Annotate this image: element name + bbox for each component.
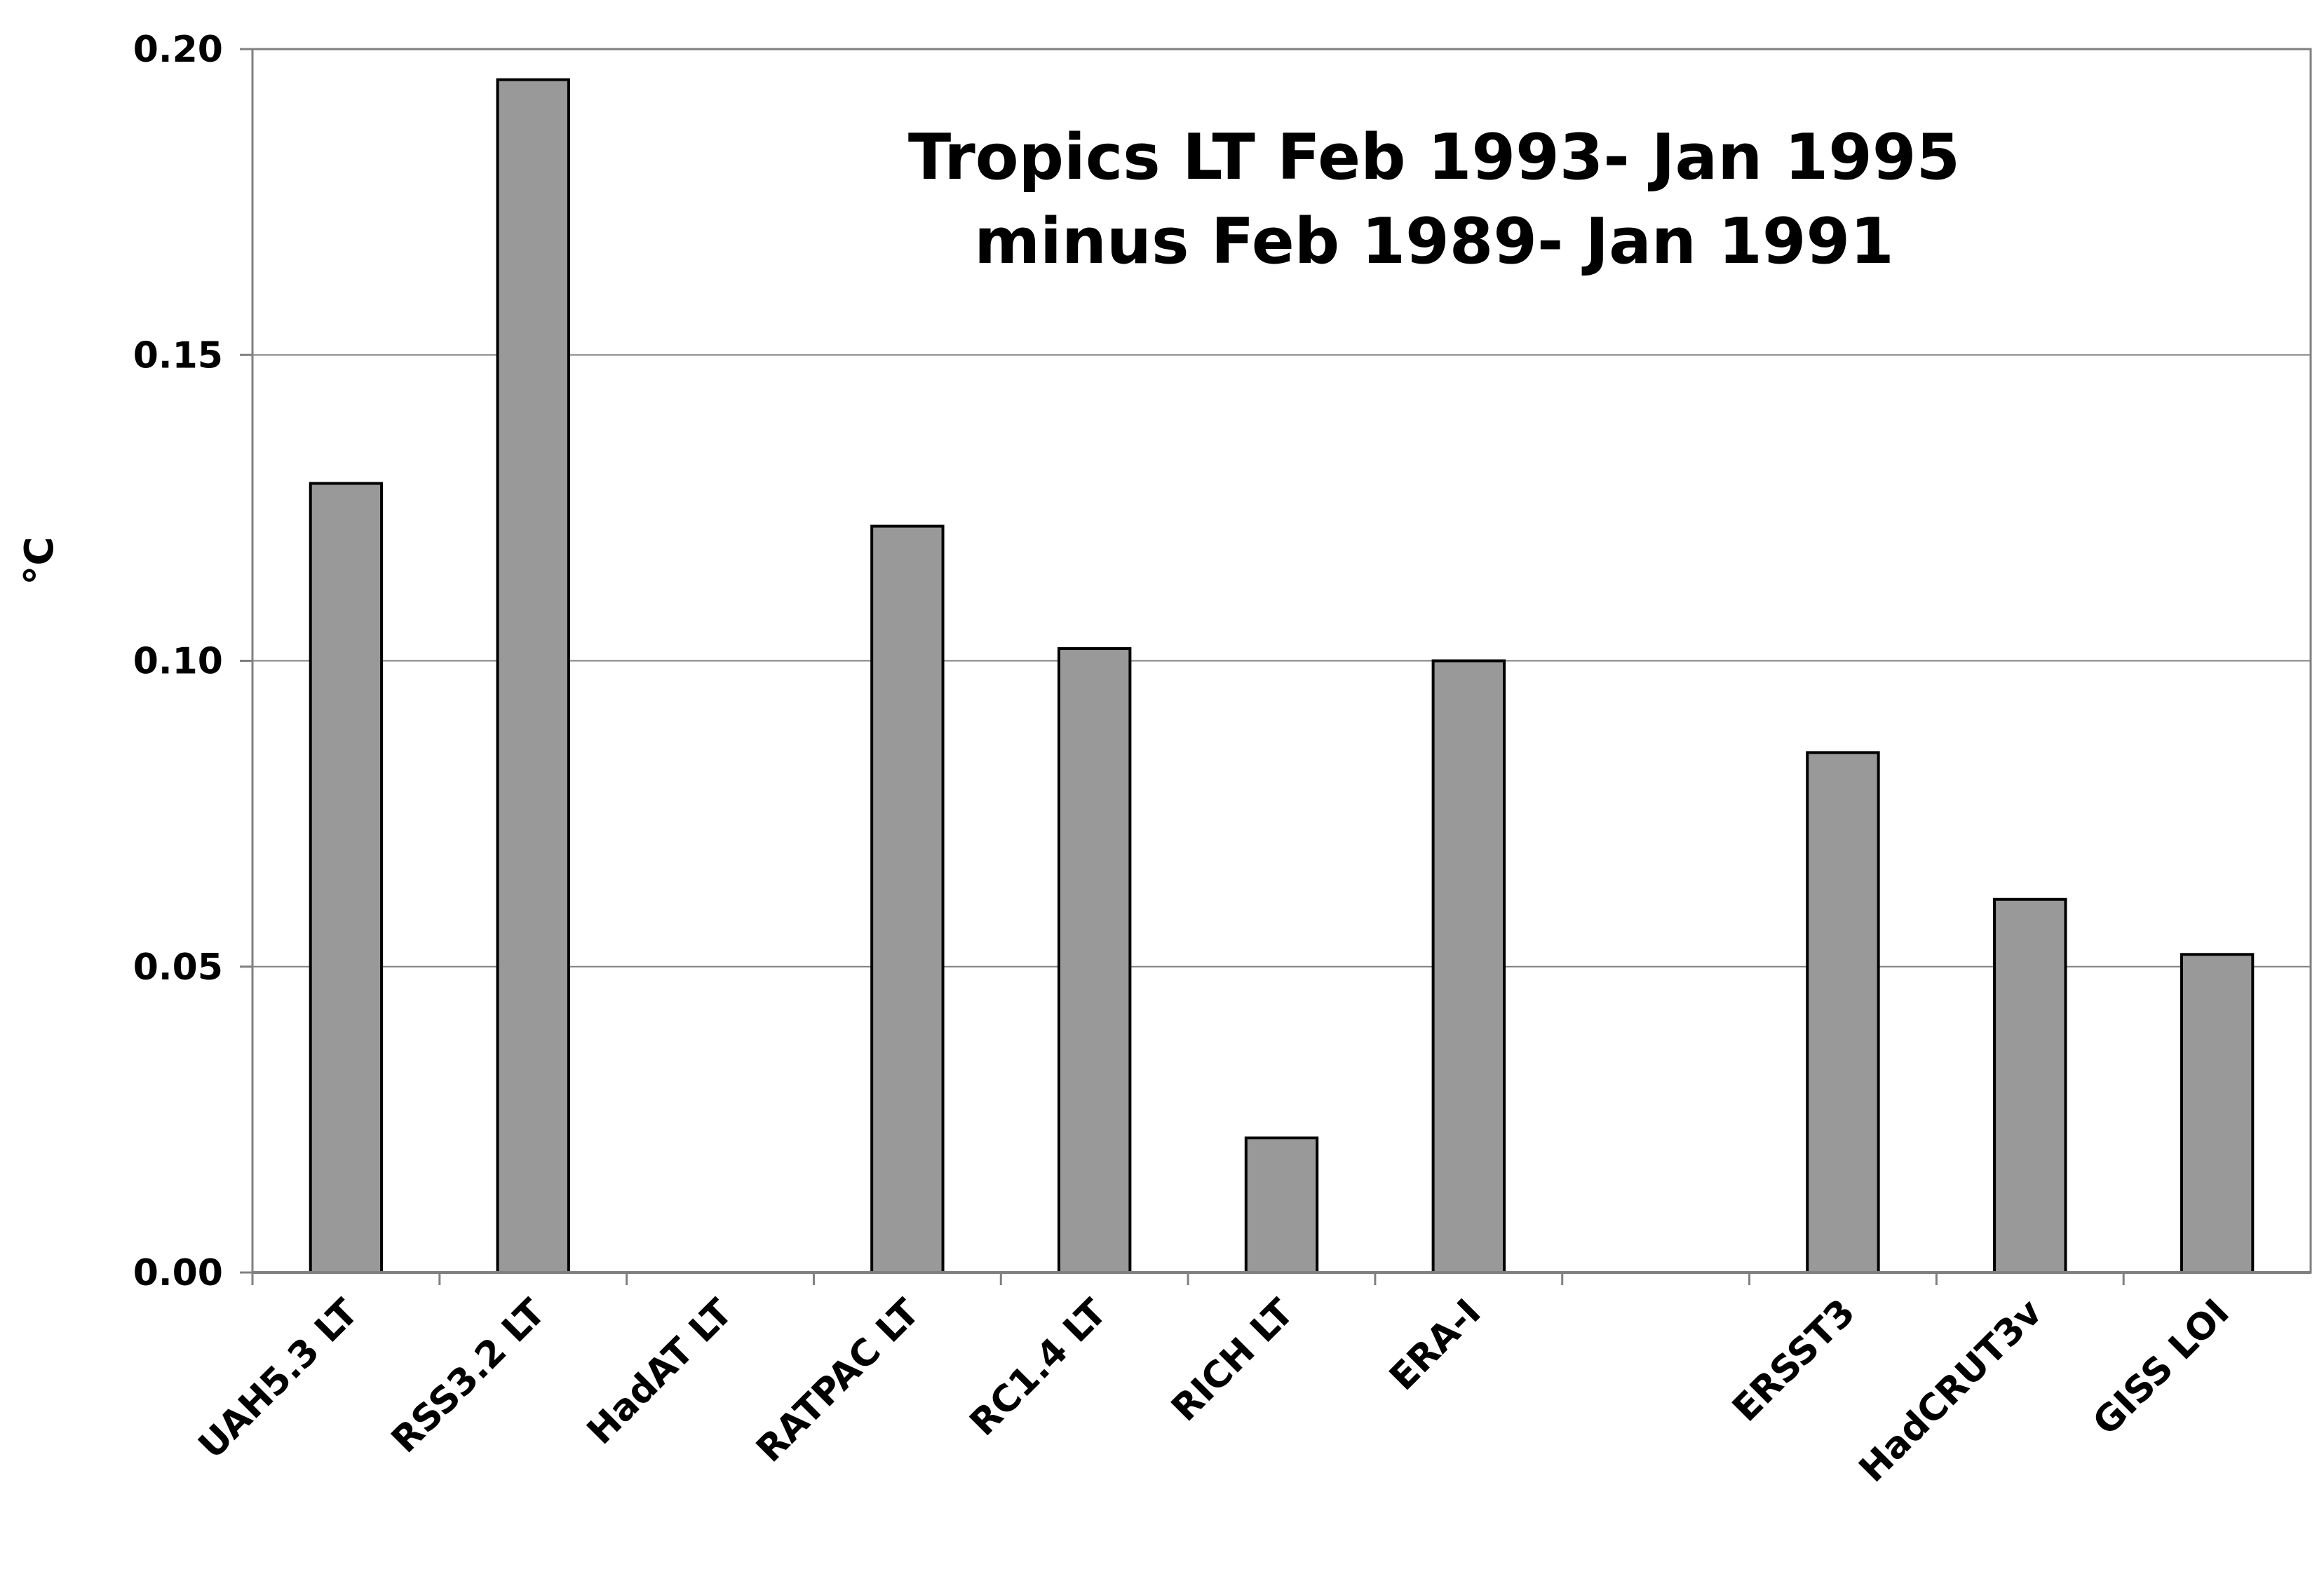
bar [2180,953,2255,1275]
bar [1993,897,2067,1274]
x-tick-label: RICH LT [1163,1291,1302,1430]
y-tick-label: 0.10 [133,641,223,683]
x-tick-label: ERA-I [1381,1291,1489,1399]
bar [1431,659,1506,1274]
y-tick-label: 0.05 [133,946,223,989]
x-tick-labels: UAH5.3 LT RSS3.2 LT HadAT LT RATPAC LT RC1.4… [191,1291,2238,1490]
x-tick-label: UAH5.3 LT [191,1291,367,1467]
y-tick-label: 0.15 [133,334,223,376]
x-tick-label: RATPAC LT [748,1291,928,1470]
y-tick-label: 0.20 [133,29,223,71]
bar [870,524,945,1274]
y-axis-label: °C [17,536,62,585]
gridlines [252,48,2311,968]
x-tick-label: ERSST3 [1724,1291,1863,1430]
axes [240,48,2311,1285]
bar [1057,647,1132,1274]
bar [1806,751,1880,1274]
x-tick-label: HadCRUT3v [1851,1291,2051,1491]
chart-title-line-1: Tropics LT Feb 1993- Jan 1995 [908,121,1960,194]
y-tick-label: 0.00 [133,1252,223,1294]
x-tick-label: GISS LOI [2085,1291,2237,1444]
x-tick-label: RC1.4 LT [962,1291,1115,1444]
bar [496,78,570,1274]
bar [1244,1136,1319,1275]
x-tick-label: HadAT LT [579,1291,741,1453]
x-tick-label: RSS3.2 LT [384,1291,554,1461]
chart-title-line-2: minus Feb 1989- Jan 1991 [974,205,1894,278]
y-tick-labels: 0.00 0.05 0.10 0.15 0.20 [133,29,223,1294]
bar [309,482,384,1274]
